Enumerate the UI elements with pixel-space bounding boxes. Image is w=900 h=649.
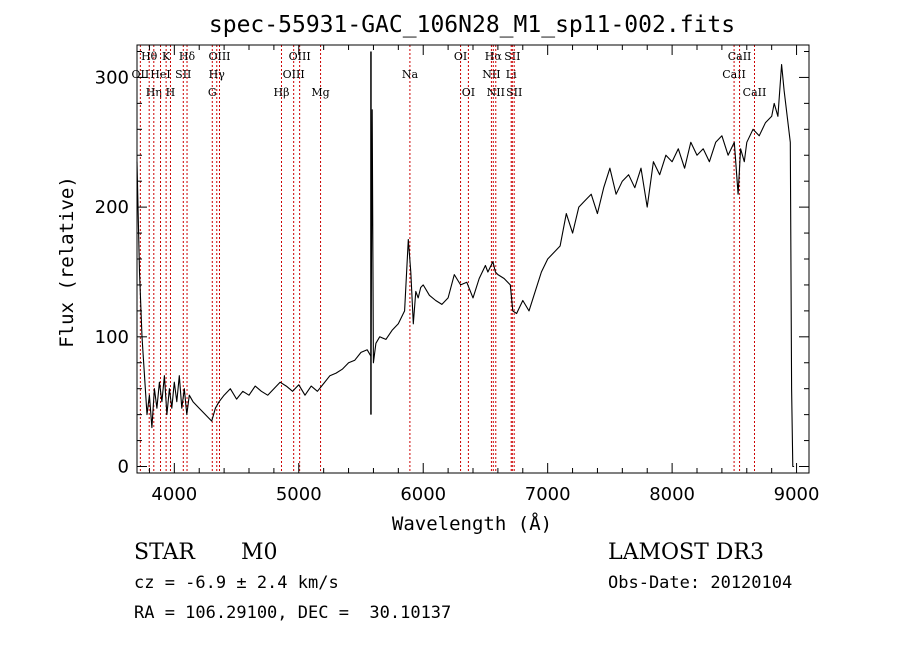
line-marker-label: G xyxy=(208,86,217,99)
line-marker-label: OIII xyxy=(283,68,305,81)
line-marker-label: Hδ xyxy=(179,50,196,63)
object-class: STAR xyxy=(134,540,195,565)
line-marker-label: SII xyxy=(506,86,522,99)
line-marker-label: OIII xyxy=(208,50,230,63)
y-tick-label: 200 xyxy=(95,197,129,218)
plot-frame xyxy=(136,44,810,474)
y-tick-label: 300 xyxy=(95,67,129,88)
survey-name: LAMOST DR3 xyxy=(608,540,764,565)
line-marker-label: Li xyxy=(506,68,517,81)
object-subclass: M0 xyxy=(241,540,278,565)
y-tick-label: 100 xyxy=(95,327,129,348)
x-tick-label: 7000 xyxy=(525,484,571,505)
line-marker-label: Hη xyxy=(146,86,162,99)
x-tick-label: 5000 xyxy=(276,484,322,505)
y-tick-label: 0 xyxy=(118,457,129,478)
line-marker-label: HeI xyxy=(150,68,170,81)
line-marker-label: CaII xyxy=(743,86,767,99)
x-tick-label: 8000 xyxy=(649,484,695,505)
axes-layer: 4000 5000 6000 7000 8000 9000 0 100 200 300 xyxy=(95,45,820,505)
line-marker-label: NII xyxy=(487,86,505,99)
coordinates-text: RA = 106.29100, DEC = 30.10137 xyxy=(134,603,452,623)
x-axis-label: Wavelength (Å) xyxy=(392,512,552,535)
line-marker-label: OI xyxy=(454,50,467,63)
x-tick-label: 4000 xyxy=(151,484,197,505)
redshift-text: cz = -6.9 ± 2.4 km/s xyxy=(134,573,339,593)
line-marker-layer: OII Hθ Hη HeI K H SII Hδ G Hγ OIII Hβ OIII OIII Mg Na OI… xyxy=(132,45,767,473)
line-marker-label: CaII xyxy=(728,50,752,63)
line-marker-label: OI xyxy=(462,86,475,99)
y-axis-label: Flux (relative) xyxy=(56,176,78,348)
line-marker-label: Na xyxy=(402,68,419,81)
line-marker-label: OII xyxy=(132,68,150,81)
line-marker-label: SII xyxy=(504,50,520,63)
line-marker-label: Hα xyxy=(485,50,503,63)
line-marker-label: Mg xyxy=(311,86,329,99)
line-marker-label: NII xyxy=(482,68,500,81)
x-tick-label: 6000 xyxy=(400,484,446,505)
chart-title: spec-55931-GAC_106N28_M1_sp11-002.fits xyxy=(209,12,735,38)
x-tick-label: 9000 xyxy=(774,484,820,505)
observation-date: Obs-Date: 20120104 xyxy=(608,573,793,593)
spectrum-line xyxy=(136,63,795,468)
line-marker-label: Hγ xyxy=(209,68,226,81)
line-marker-label: Hθ xyxy=(141,50,158,63)
line-marker-label: OIII xyxy=(289,50,311,63)
line-marker-label: Hβ xyxy=(274,86,290,99)
line-marker-label: SII xyxy=(175,68,191,81)
line-marker-label: K xyxy=(162,50,171,63)
line-marker-label: CaII xyxy=(722,68,746,81)
spectrum-layer xyxy=(136,51,795,468)
line-marker-label: H xyxy=(166,86,176,99)
